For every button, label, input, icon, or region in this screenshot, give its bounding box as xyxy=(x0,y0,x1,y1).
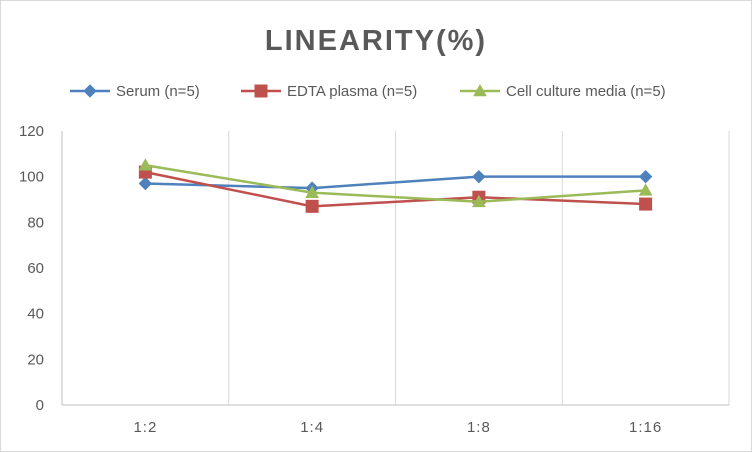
y-tick-label: 60 xyxy=(27,260,44,277)
legend-label: Cell culture media (n=5) xyxy=(506,83,666,100)
x-tick-label: 1:16 xyxy=(629,419,662,436)
y-tick-label: 20 xyxy=(27,351,44,368)
legend-item: Cell culture media (n=5) xyxy=(460,83,666,100)
data-point xyxy=(138,176,153,191)
data-point xyxy=(472,194,486,208)
legend: Serum (n=5) EDTA plasma (n=5) Cell culture… xyxy=(70,83,666,100)
data-point xyxy=(638,183,653,196)
data-point xyxy=(305,185,319,198)
y-axis-ticks: 0 20 40 60 80 100 120 xyxy=(19,123,44,414)
series-line xyxy=(145,170,646,208)
chart-title: LINEARITY(%) xyxy=(265,25,487,57)
legend-item: Serum (n=5) xyxy=(70,83,200,100)
x-tick-label: 1:8 xyxy=(467,419,491,436)
legend-swatch-marker xyxy=(254,84,268,98)
data-point xyxy=(472,169,486,184)
y-tick-label: 100 xyxy=(19,169,44,186)
series-line xyxy=(145,175,646,190)
legend-label: EDTA plasma (n=5) xyxy=(287,83,417,100)
legend-item: EDTA plasma (n=5) xyxy=(241,83,417,100)
data-point xyxy=(305,199,319,213)
data-point xyxy=(138,158,153,171)
legend-label: Serum (n=5) xyxy=(116,83,200,100)
series-3 xyxy=(138,158,653,208)
series-group xyxy=(138,158,653,213)
axes xyxy=(61,131,729,406)
legend-swatch-marker xyxy=(83,84,97,98)
legend-swatch-marker xyxy=(473,83,487,97)
data-point xyxy=(638,169,653,184)
x-tick-label: 1:2 xyxy=(133,419,157,436)
x-axis-ticks: 1:2 1:4 1:8 1:16 xyxy=(133,419,662,436)
y-tick-label: 40 xyxy=(27,306,44,323)
data-point xyxy=(639,197,653,211)
x-tick-label: 1:4 xyxy=(300,419,324,436)
y-tick-label: 0 xyxy=(36,397,44,414)
series-line xyxy=(145,164,646,204)
y-tick-label: 80 xyxy=(27,214,44,231)
y-tick-label: 120 xyxy=(19,123,44,140)
